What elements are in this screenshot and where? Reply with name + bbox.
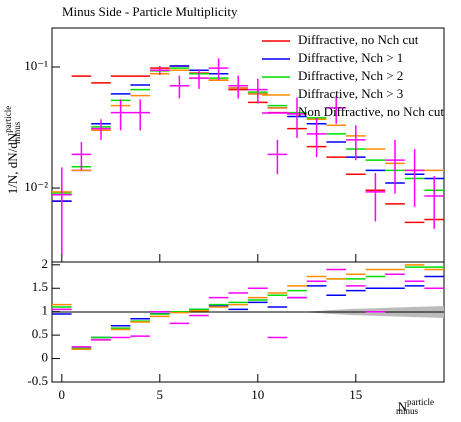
y-axis-label-main: 1/N, dN/dN bbox=[5, 132, 20, 194]
y-axis-label: 1/N, dN/dNparticleminus bbox=[3, 106, 22, 194]
y-tick-label: 10⁻¹ bbox=[24, 58, 48, 73]
legend-label: Diffractive, Nch > 2 bbox=[298, 68, 403, 83]
legend-label: Non Diffractive, no Nch cut bbox=[298, 104, 444, 119]
y-tick-label: 1 bbox=[42, 303, 49, 318]
y-tick-label: 1.5 bbox=[32, 279, 48, 294]
x-tick-label: 0 bbox=[59, 387, 66, 402]
x-axis-label-sub: minus bbox=[396, 406, 419, 416]
x-tick-label: 10 bbox=[251, 387, 264, 402]
legend-label: Diffractive, no Nch cut bbox=[298, 32, 419, 47]
y-tick-label: 10⁻² bbox=[24, 179, 48, 194]
x-tick-label: 15 bbox=[349, 387, 362, 402]
y-axis-label-sup: particle bbox=[3, 106, 13, 133]
ratio-frame bbox=[51, 261, 445, 383]
legend-label: Diffractive, Nch > 1 bbox=[298, 50, 403, 65]
y-tick-label: -0.5 bbox=[27, 373, 48, 388]
y-tick-label: 0 bbox=[42, 350, 49, 365]
legend-label: Diffractive, Nch > 3 bbox=[298, 86, 403, 101]
x-axis-label: Nparticle minus bbox=[396, 397, 434, 416]
x-axis-label-main: N bbox=[398, 399, 408, 414]
x-axis-label-sup: particle bbox=[407, 397, 434, 407]
y-tick-label: 0.5 bbox=[32, 326, 48, 341]
y-axis-label-sub: minus bbox=[12, 121, 22, 144]
chart-title: Minus Side - Particle Multiplicity bbox=[62, 4, 238, 19]
x-tick-label: 5 bbox=[157, 387, 164, 402]
y-tick-label: 2 bbox=[42, 256, 49, 271]
